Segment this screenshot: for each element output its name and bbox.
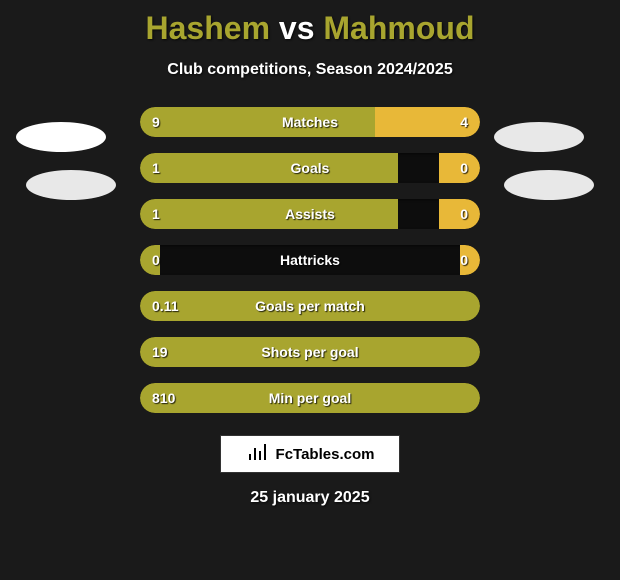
source-text: FcTables.com: [276, 446, 375, 463]
page-title: Hashem vs Mahmoud: [0, 0, 620, 47]
title-left-name: Hashem: [146, 10, 271, 46]
stat-label: Assists: [140, 199, 480, 229]
value-right: 4: [460, 107, 468, 137]
stat-label: Goals per match: [140, 291, 480, 321]
stats-rows: 9Matches41Goals01Assists00Hattricks00.11…: [0, 107, 620, 413]
stat-row: 1Goals0: [140, 153, 480, 183]
title-right-name: Mahmoud: [323, 10, 474, 46]
stat-label: Goals: [140, 153, 480, 183]
stat-label: Min per goal: [140, 383, 480, 413]
stat-row: 19Shots per goal: [140, 337, 480, 367]
value-right: 0: [460, 199, 468, 229]
stat-row: 1Assists0: [140, 199, 480, 229]
stat-row: 9Matches4: [140, 107, 480, 137]
chart-icon: [246, 440, 270, 469]
stat-row: 0.11Goals per match: [140, 291, 480, 321]
subtitle: Club competitions, Season 2024/2025: [0, 61, 620, 79]
team-badge-right-1: [494, 122, 584, 152]
source-box: FcTables.com: [220, 435, 400, 473]
stat-label: Shots per goal: [140, 337, 480, 367]
title-vs: vs: [279, 10, 315, 46]
stat-label: Hattricks: [140, 245, 480, 275]
team-badge-right-2: [504, 170, 594, 200]
stat-row: 810Min per goal: [140, 383, 480, 413]
team-badge-left-1: [16, 122, 106, 152]
date-text: 25 january 2025: [0, 489, 620, 507]
value-right: 0: [460, 245, 468, 275]
stat-row: 0Hattricks0: [140, 245, 480, 275]
stat-label: Matches: [140, 107, 480, 137]
value-right: 0: [460, 153, 468, 183]
team-badge-left-2: [26, 170, 116, 200]
